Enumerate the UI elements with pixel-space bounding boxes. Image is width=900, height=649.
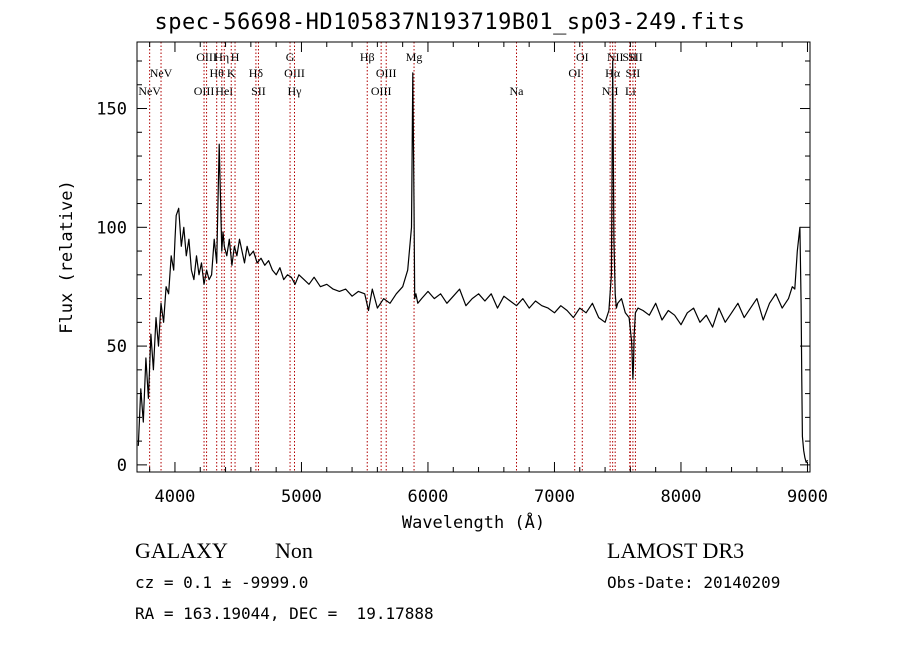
object-subclass: Non — [275, 538, 313, 563]
line-marker-label: G — [286, 50, 295, 64]
coordinates: RA = 163.19044, DEC = 19.17888 — [135, 604, 434, 623]
redshift-text: cz = 0.1 ± -9999.0 — [135, 573, 309, 592]
line-marker-label: SII — [251, 84, 266, 98]
line-marker-label: H — [231, 50, 240, 64]
x-axis-label: Wavelength (Å) — [402, 511, 545, 533]
line-marker-label: OIII — [284, 66, 305, 80]
line-marker-label: OI — [568, 66, 581, 80]
x-tick-label: 5000 — [281, 487, 322, 507]
y-tick-label: 0 — [117, 456, 127, 476]
line-marker-label: Hβ — [360, 50, 375, 64]
line-marker-label: NeV — [138, 84, 161, 98]
line-marker-label: NII — [602, 84, 619, 98]
line-marker-label: OIII — [376, 66, 397, 80]
plot-frame — [136, 41, 811, 473]
axes-layer: 4000 5000 6000 7000 8000 9000 0 50 100 150 — [96, 42, 828, 507]
line-marker-label: NeV — [150, 66, 173, 80]
line-marker-label: OIII — [194, 84, 215, 98]
line-marker-label: NII — [607, 50, 624, 64]
x-tick-label: 9000 — [787, 487, 828, 507]
survey-name: LAMOST DR3 — [607, 538, 745, 563]
line-marker-label: Hθ — [209, 66, 224, 80]
line-marker-label: Hη — [214, 50, 229, 64]
line-marker-label: OIII — [371, 84, 392, 98]
spectrum-layer — [137, 60, 809, 464]
obs-date: Obs-Date: 20140209 — [607, 573, 781, 592]
line-marker-label: Li — [625, 84, 636, 98]
y-axis-label: Flux (relative) — [57, 180, 77, 334]
line-marker-label: SII — [626, 66, 641, 80]
chart-title: spec-56698-HD105837N193719B01_sp03-249.f… — [154, 10, 746, 35]
y-tick-label: 150 — [96, 100, 127, 120]
line-marker-label: OI — [576, 50, 589, 64]
line-marker-label: Hδ — [249, 66, 264, 80]
line-marker-label: K — [227, 66, 236, 80]
line-marker-label: SII — [622, 50, 637, 64]
line-marker-label: SII — [628, 50, 643, 64]
x-tick-label: 7000 — [534, 487, 575, 507]
y-tick-label: 50 — [107, 337, 127, 357]
x-tick-label: 4000 — [154, 487, 195, 507]
line-marker-label: HeI — [215, 84, 233, 98]
line-marker-label: Na — [510, 84, 525, 98]
y-tick-label: 100 — [96, 218, 127, 238]
spectrum-line — [137, 60, 809, 464]
x-tick-label: 8000 — [660, 487, 701, 507]
line-marker-label: Hγ — [288, 84, 303, 98]
object-class: GALAXY — [135, 538, 228, 563]
line-marker-label: Mg — [406, 50, 423, 64]
line-marker-label: OIII — [196, 50, 217, 64]
x-tick-label: 6000 — [407, 487, 448, 507]
